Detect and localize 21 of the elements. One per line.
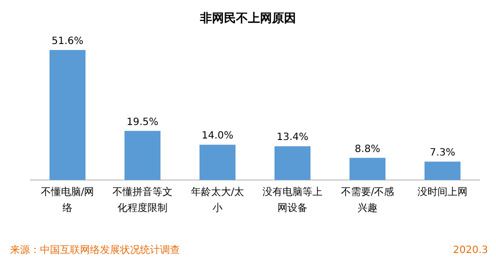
data-label: 7.3% [430, 148, 456, 159]
bar [274, 146, 310, 180]
data-label: 19.5% [126, 116, 158, 128]
x-tick-label: 不懂拼音等文化程度限制 [112, 186, 172, 214]
text: 2020.3 [453, 245, 488, 256]
data-label: 8.8% [354, 144, 380, 155]
x-tick-label: 没时间上网 [418, 186, 468, 198]
chart-title: 非网民不上网原因 [199, 11, 296, 25]
source-note: 来源：中国互联网络发展状况统计调查 [10, 244, 180, 256]
bar [124, 130, 160, 180]
x-tick-label: 不懂电脑/网络 [40, 186, 94, 214]
x-tick-label: 没有电脑等上网设备 [262, 186, 322, 214]
x-tick-label: 年龄太大/太小 [190, 186, 244, 214]
data-label: 14.0% [202, 130, 234, 142]
bar [424, 162, 460, 180]
data-label: 13.4% [276, 132, 308, 144]
bar [50, 50, 86, 180]
bar [200, 144, 236, 180]
data-label: 51.6% [52, 36, 84, 47]
bar [350, 158, 386, 180]
x-tick-label: 不需要/不感兴趣 [340, 186, 394, 214]
